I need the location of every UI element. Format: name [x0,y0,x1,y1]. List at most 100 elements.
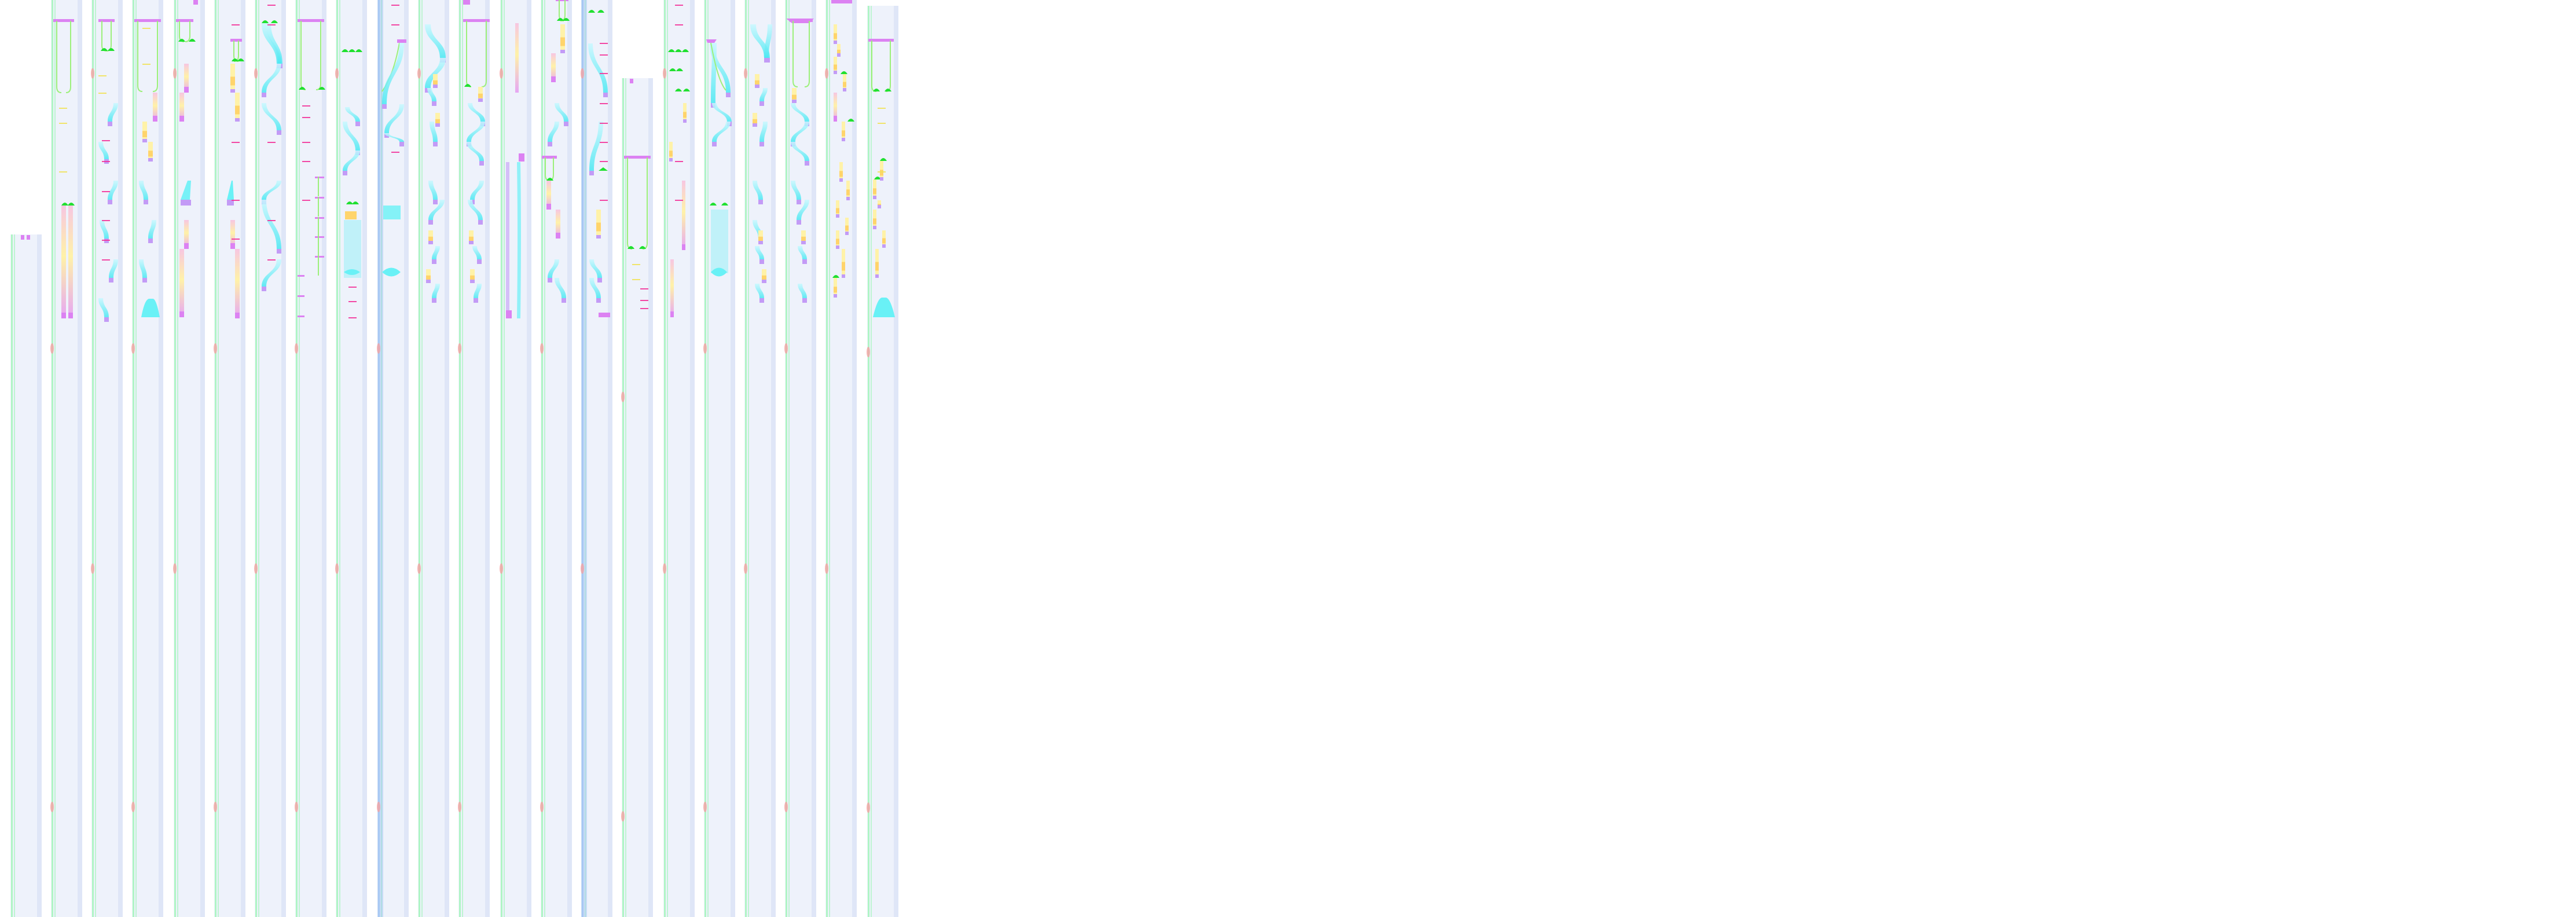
cyan-ribbon [109,259,118,283]
cyan-ribbon [384,133,404,146]
lane-marker-blob [581,563,584,574]
bracket-right-line [481,21,487,87]
block-core [875,262,879,271]
yellow-tick-label [142,28,151,29]
ribbon-body [555,278,566,298]
orange-block [435,113,440,127]
orange-block [842,249,845,278]
red-tick-label [302,117,310,118]
lane-marker-blob [744,68,747,79]
ribbon-body [262,103,281,130]
ribbon-cap [805,161,809,166]
lane-18 [703,0,735,917]
orange-block [873,210,876,229]
ribbon-body [345,107,360,122]
lane-background [744,0,776,917]
ribbon-body [425,24,446,58]
green-node [348,49,355,52]
orange-block [683,103,687,123]
lane-layer [10,0,898,917]
lane-background [295,0,326,917]
cyan-ribbon [430,122,438,146]
ribbon-body [791,122,809,142]
bar-body [546,181,551,210]
bar-cap [230,243,235,249]
lane-left-rail [215,0,216,917]
lane-left-rail [133,0,134,917]
bar-cap [179,116,184,122]
top-block [463,0,470,5]
ribbon-body [555,103,568,122]
red-tick-label [267,5,276,6]
bracket-head [542,156,557,159]
cyan-ribbon [791,181,801,204]
connector-bracket [53,19,74,93]
yellow-tick-label [59,123,67,124]
green-node [178,39,185,42]
block-core [834,287,837,293]
lane-marker-blob [458,801,461,812]
red-tick-label [600,161,608,162]
mini-block [27,235,30,240]
red-tick-label [102,161,110,162]
step-tick [298,295,304,297]
lane-marker-blob [825,563,828,574]
lane-left-rail [174,0,176,917]
red-tick-label [348,301,357,302]
red-tick-label [675,24,683,25]
block-cap [753,123,757,127]
green-node [68,203,75,206]
bar-cap [546,204,551,210]
lane-marker-blob [581,68,584,79]
lane-right-edge [78,0,82,917]
lane-19 [744,0,776,917]
lane-marker-blob [703,343,707,354]
green-node [588,10,595,13]
red-tick-label [102,220,110,221]
lane-12 [458,0,490,917]
lane-marker-blob [500,563,503,574]
green-node [721,203,728,206]
lane-background [255,0,286,917]
lane-background [10,234,42,917]
cyan-ribbon [759,122,768,146]
ribbon-cap [764,58,769,63]
red-tick-label [232,239,240,240]
ribbon-cap [142,278,147,283]
block-cap [834,41,837,44]
ribbon-body [425,58,446,88]
ribbon-body [711,43,717,103]
cyan-ribbon [428,200,445,225]
ribbon-cap [759,101,764,106]
block-cap [435,123,440,127]
lane-marker-blob [254,563,258,574]
step-tick [298,316,304,317]
bar-cap [670,311,674,317]
lane-marker-blob [214,801,217,812]
block-core [837,49,841,54]
lane-background [214,0,245,917]
block-cap [469,241,474,244]
green-node [101,48,108,51]
ribbon-cap [474,298,478,303]
red-tick-label [640,308,648,309]
ribbon-body [262,23,281,64]
red-tick-label [302,200,310,201]
block-core [470,275,475,280]
cyan-ribbon [555,103,568,126]
ribbon-cap [144,200,148,204]
lane-21 [825,0,857,917]
ribbon-body [467,122,485,142]
block-core [880,170,883,176]
ribbon-cap [277,249,281,254]
bar-body [179,249,184,317]
lane-left-rail [92,0,94,917]
bracket-head [624,156,651,159]
gradient-bar [179,93,184,122]
block-cap [762,280,766,283]
ribbon-cap [564,122,568,126]
block-core [801,236,806,241]
orange-block [426,269,431,283]
block-cap [834,294,837,298]
block-cap [845,232,849,235]
